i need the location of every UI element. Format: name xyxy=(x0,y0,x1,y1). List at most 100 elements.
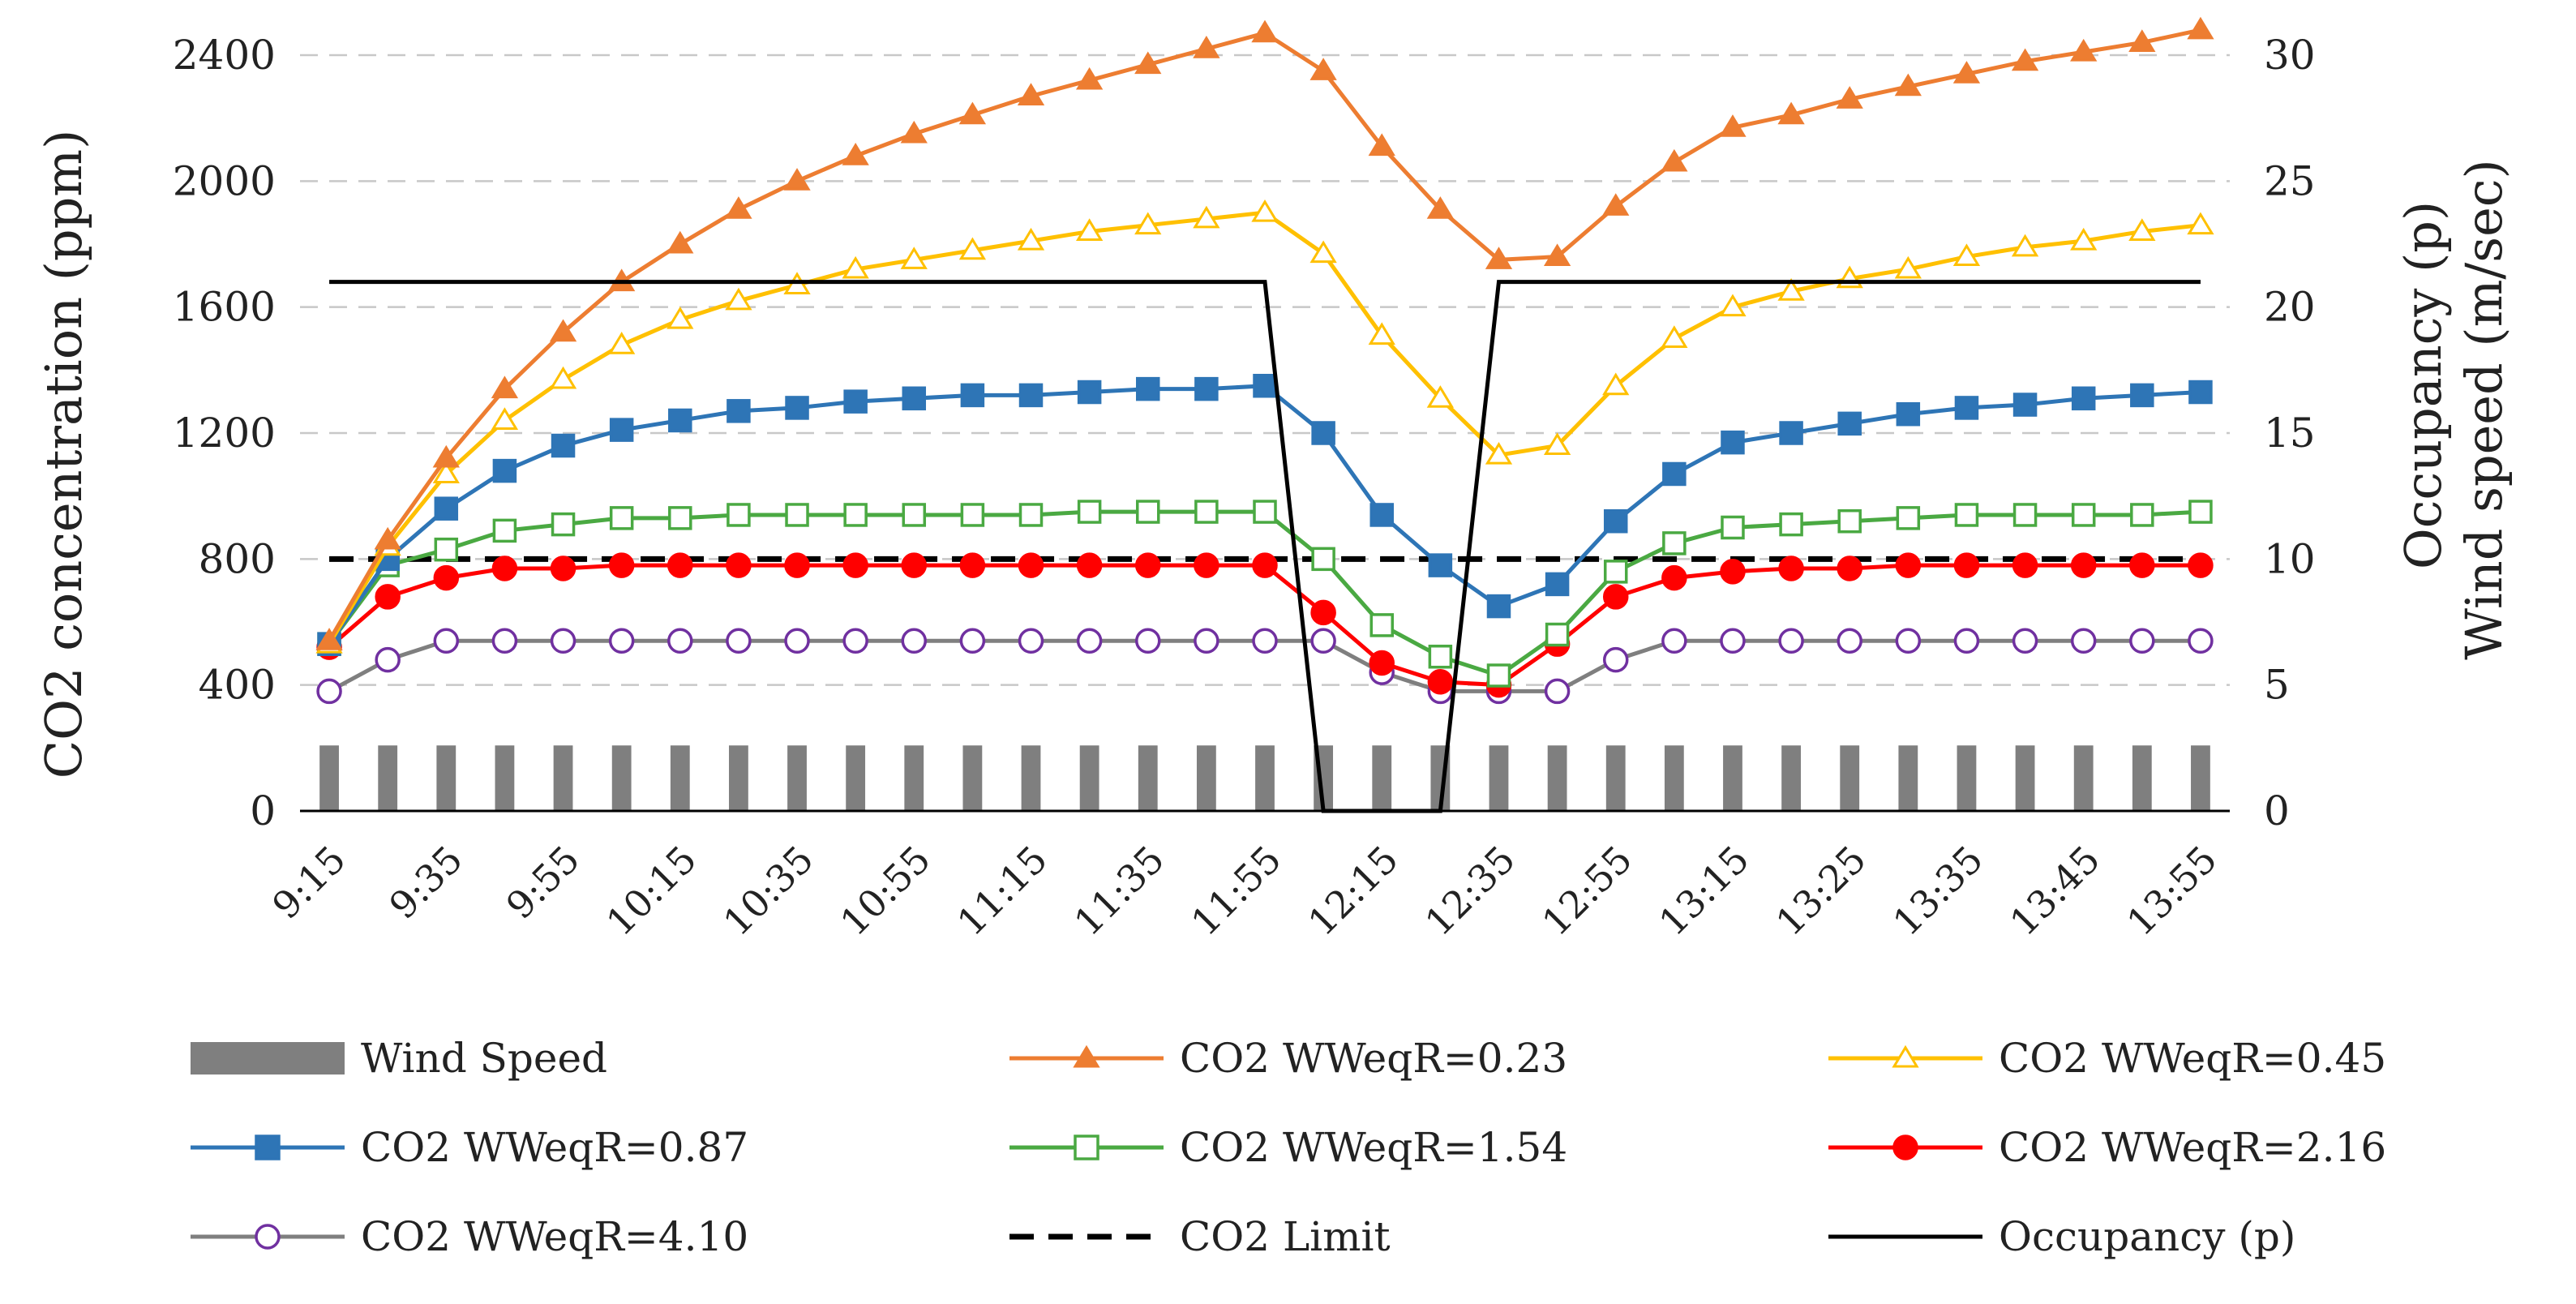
data-point xyxy=(1661,564,1687,591)
data-point xyxy=(1135,628,1161,654)
data-point xyxy=(784,552,810,578)
data-point xyxy=(842,628,868,654)
data-point xyxy=(902,503,927,527)
data-point xyxy=(1545,622,1570,647)
data-point xyxy=(1426,385,1455,408)
data-point xyxy=(1953,552,1980,578)
data-point xyxy=(2130,503,2154,527)
y-tick-label: 1600 xyxy=(173,284,276,331)
data-point xyxy=(1837,508,1862,534)
data-point xyxy=(1602,584,1629,610)
data-point xyxy=(608,332,636,354)
data-point xyxy=(1309,240,1337,264)
legend-swatch-wind xyxy=(191,1042,345,1075)
data-point xyxy=(1194,628,1219,654)
wind-speed-bar xyxy=(436,745,456,811)
data-point xyxy=(1368,133,1395,157)
legend-label: CO2 Limit xyxy=(1180,1213,1391,1260)
co2-series-group xyxy=(315,16,2214,705)
data-point xyxy=(960,503,985,527)
wind-speed-bar xyxy=(378,745,398,811)
data-point xyxy=(1779,512,1803,537)
x-tick-label: 11:55 xyxy=(1183,837,1290,944)
legend-marker xyxy=(1074,1135,1099,1160)
legend: Wind Speed CO2 WWeqR=0.23 CO2 WWeqR=0.45 CO… xyxy=(191,1035,2386,1260)
legend-marker xyxy=(1073,1044,1100,1068)
data-point xyxy=(2071,503,2096,527)
data-point xyxy=(1253,500,1277,524)
data-point xyxy=(726,552,752,578)
wind-speed-bar xyxy=(670,745,690,811)
data-point xyxy=(667,230,694,254)
data-point xyxy=(725,196,752,219)
y-tick-label: 0 xyxy=(250,787,276,834)
data-point xyxy=(432,461,460,483)
data-point xyxy=(1075,66,1104,90)
wind-speed-bar xyxy=(729,745,748,811)
wind-speed-bar xyxy=(846,745,866,811)
data-point xyxy=(2012,628,2038,654)
y2-tick-label: 10 xyxy=(2264,535,2316,582)
data-point xyxy=(1952,61,1981,84)
data-point xyxy=(1719,114,1747,137)
data-point xyxy=(1077,500,1102,524)
data-point xyxy=(549,366,577,389)
wind-speed-bar xyxy=(1138,745,1158,811)
data-point xyxy=(1018,552,1044,578)
data-point xyxy=(843,389,868,414)
data-point xyxy=(1894,255,1922,279)
data-point xyxy=(1953,628,1980,654)
data-point xyxy=(1603,508,1628,534)
legend-item: CO2 WWeqR=0.45 xyxy=(1828,1035,2386,1082)
legend-item: CO2 Limit xyxy=(1009,1213,1391,1260)
wind-speed-bars xyxy=(319,745,2210,811)
y2-tick-label: 0 xyxy=(2264,787,2290,834)
data-point xyxy=(1136,500,1160,524)
data-point xyxy=(1895,552,1922,578)
wind-speed-bar xyxy=(962,745,983,811)
data-point xyxy=(1252,628,1278,654)
series-co2-wweqr-2-16 xyxy=(316,552,2214,698)
data-point xyxy=(492,518,517,543)
data-point xyxy=(550,628,576,654)
data-point xyxy=(2187,212,2214,235)
legend-label: CO2 WWeqR=0.87 xyxy=(361,1124,748,1171)
data-point xyxy=(1134,212,1162,235)
series-line xyxy=(327,28,2201,642)
data-point xyxy=(1719,294,1747,317)
wind-speed-bar xyxy=(2132,745,2152,811)
data-point xyxy=(2188,552,2214,578)
data-point xyxy=(2129,552,2155,578)
data-point xyxy=(2011,48,2039,71)
data-point xyxy=(1194,552,1219,578)
data-point xyxy=(608,628,635,654)
data-point xyxy=(1310,599,1336,626)
data-point xyxy=(842,255,869,279)
y-tick-label: 2400 xyxy=(173,32,276,79)
wind-speed-bar xyxy=(1840,745,1860,811)
x-tick-label: 13:55 xyxy=(2119,837,2226,944)
data-point xyxy=(1896,401,1921,427)
data-point xyxy=(668,506,692,530)
y2-axis-title-wind: Wind speed (m/sec) xyxy=(2454,159,2514,659)
data-point xyxy=(1134,51,1162,75)
data-point xyxy=(491,628,518,654)
x-tick-label: 10:55 xyxy=(832,837,939,944)
data-point xyxy=(1251,199,1279,222)
wind-speed-bar xyxy=(1781,745,1801,811)
data-point xyxy=(1427,669,1454,695)
data-point xyxy=(842,143,869,165)
data-point xyxy=(1251,19,1279,43)
wind-speed-bar xyxy=(1664,745,1684,811)
y-tick-label: 2000 xyxy=(173,157,276,204)
legend-item: CO2 WWeqR=0.87 xyxy=(191,1124,748,1171)
data-point xyxy=(1603,560,1628,584)
y2-tick-label: 20 xyxy=(2264,284,2316,331)
data-point xyxy=(1485,247,1513,269)
data-point xyxy=(1602,372,1630,396)
data-point xyxy=(960,383,985,408)
data-point xyxy=(316,678,342,705)
data-point xyxy=(667,628,693,654)
data-point xyxy=(2129,628,2155,654)
data-point xyxy=(1544,678,1571,705)
